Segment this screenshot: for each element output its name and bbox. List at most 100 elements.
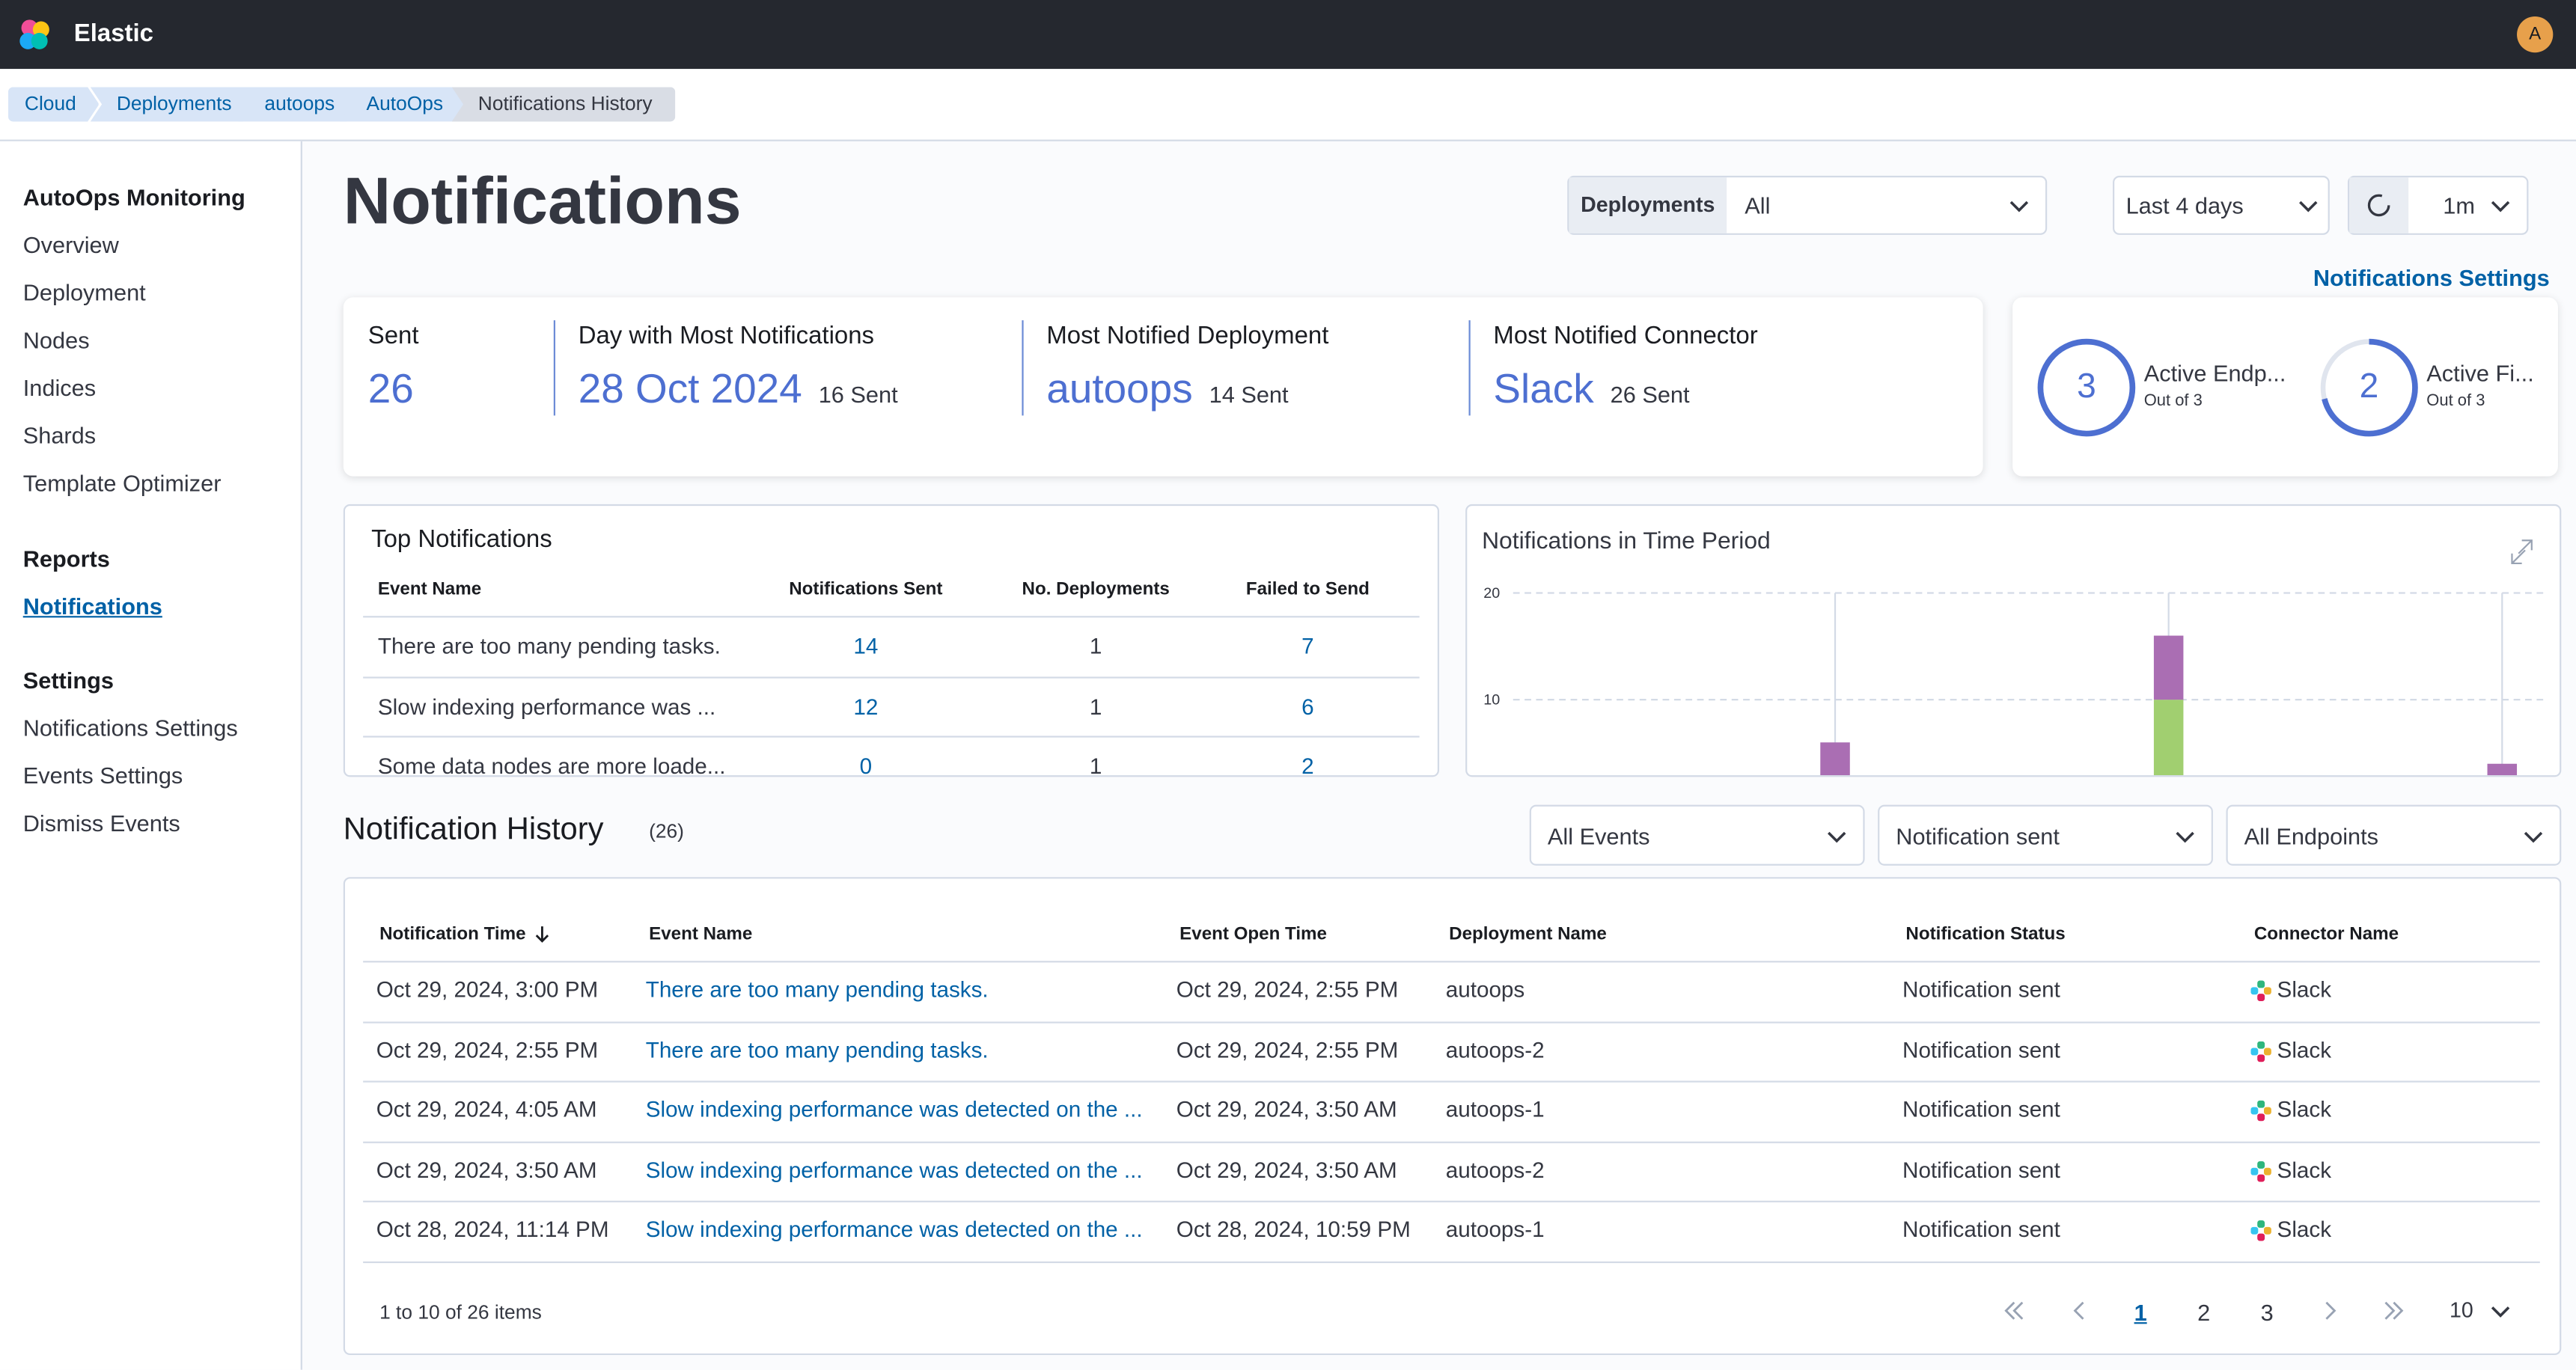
- sidebar-item[interactable]: Template Optimizer: [22, 469, 222, 496]
- sort-arrow: [535, 926, 549, 943]
- sidebar-item[interactable]: Indices: [22, 374, 97, 401]
- chevron-path: [2491, 201, 2510, 212]
- slack-icon: [2250, 980, 2271, 1001]
- expand-icon-path: [2511, 539, 2533, 565]
- expand-icon[interactable]: [2511, 539, 2533, 565]
- chevron-icon: [2524, 831, 2543, 843]
- pagination-button[interactable]: [2325, 1301, 2337, 1320]
- per-page-select[interactable]: 10: [2450, 1296, 2532, 1329]
- column-header: Connector Name: [2253, 924, 2399, 945]
- avatar[interactable]: A: [2517, 16, 2554, 53]
- stat-row: 28 Oct 2024 16 Sent: [579, 367, 898, 415]
- time-range-select[interactable]: Last 4 days: [2113, 175, 2330, 235]
- sidebar-item[interactable]: Deployment: [22, 279, 146, 306]
- cell[interactable]: 6: [1301, 694, 1314, 719]
- chevron-path: [2491, 1306, 2510, 1318]
- divider: [1022, 320, 1024, 416]
- cell[interactable]: There are too many pending tasks.: [645, 1037, 989, 1062]
- column-header: Event Name: [649, 924, 753, 945]
- cell[interactable]: Slow indexing performance was detected o…: [645, 1097, 1143, 1122]
- bar: [2487, 763, 2518, 776]
- sidebar-item[interactable]: Nodes: [22, 326, 90, 353]
- row-divider: [363, 1080, 2540, 1083]
- deployments-select[interactable]: Deployments All: [1567, 175, 2048, 235]
- cell: autoops-1: [1445, 1097, 1545, 1122]
- stat-label: Sent: [367, 322, 419, 350]
- cell[interactable]: 14: [853, 634, 879, 659]
- breadcrumb[interactable]: AutoOps: [340, 87, 466, 121]
- pagination-arrow: [2004, 1301, 2024, 1320]
- cell[interactable]: Slow indexing performance was detected o…: [645, 1157, 1143, 1182]
- cell[interactable]: 7: [1301, 634, 1314, 659]
- cell: Slack: [2277, 1157, 2332, 1182]
- pagination-button[interactable]: [2073, 1301, 2084, 1320]
- chart-title: Notifications in Time Period: [1482, 528, 1771, 555]
- stat-label: Day with Most Notifications: [578, 322, 874, 350]
- chevron-icon: [2491, 201, 2510, 212]
- pagination-arrows: [2004, 1301, 2404, 1320]
- deployments-label: Deployments: [1569, 177, 1727, 233]
- stat-row: autoops 14 Sent: [1046, 367, 1288, 415]
- cell: Oct 28, 2024, 10:59 PM: [1176, 1217, 1411, 1242]
- page-title: Notifications: [343, 165, 742, 239]
- cell: Some data nodes are more loade...: [377, 753, 726, 777]
- chart: 10 20: [1483, 539, 2548, 776]
- cell: Slack: [2277, 1217, 2332, 1242]
- cell: Slack: [2277, 1097, 2332, 1122]
- breadcrumb[interactable]: Cloud: [8, 87, 100, 121]
- endpoint-sub: Out of 3: [2426, 392, 2485, 411]
- cell: 1: [1089, 634, 1102, 659]
- cell[interactable]: Slow indexing performance was detected o…: [645, 1217, 1143, 1242]
- sidebar-item[interactable]: Notifications: [22, 593, 162, 620]
- filter-select[interactable]: Notification sent: [1878, 804, 2213, 866]
- column-header[interactable]: Notification Time: [379, 924, 526, 945]
- pagination-button[interactable]: [2384, 1301, 2404, 1320]
- cell[interactable]: There are too many pending tasks.: [645, 977, 989, 1003]
- endpoint-label: Active Fi...: [2426, 359, 2534, 386]
- sidebar-item[interactable]: Shards: [22, 422, 97, 449]
- endpoint-count: 2: [2359, 367, 2379, 406]
- pagination-arrow: [2384, 1301, 2404, 1320]
- row-divider: [363, 961, 2540, 963]
- cell: Oct 28, 2024, 11:14 PM: [376, 1217, 609, 1242]
- filter-value: Notification sent: [1896, 822, 2060, 849]
- breadcrumb: Notifications History: [451, 87, 676, 122]
- cell: Oct 29, 2024, 3:50 AM: [1176, 1157, 1397, 1182]
- slack-piece: [2257, 1040, 2265, 1048]
- stat-value: Slack: [1493, 366, 1594, 412]
- slack-piece: [2250, 1226, 2259, 1235]
- filter-select[interactable]: All Events: [1529, 804, 1865, 866]
- cell: autoops-1: [1445, 1217, 1545, 1242]
- slack-piece: [2250, 987, 2259, 995]
- page-number[interactable]: 3: [2260, 1299, 2274, 1326]
- history-table: Notification Time Event Name Event Open Ti…: [343, 877, 2562, 1356]
- page-number[interactable]: 2: [2197, 1299, 2211, 1326]
- breadcrumb[interactable]: autoops: [238, 87, 358, 121]
- sidebar-item[interactable]: Dismiss Events: [22, 810, 180, 837]
- stat-label: Most Notified Deployment: [1046, 322, 1329, 350]
- column-header: Deployment Name: [1449, 924, 1607, 945]
- slack-piece: [2263, 1047, 2271, 1055]
- breadcrumb[interactable]: Deployments: [91, 87, 255, 121]
- sidebar-item[interactable]: Notifications Settings: [22, 714, 238, 741]
- column-header: Event Name: [377, 579, 482, 600]
- cell[interactable]: 0: [859, 753, 873, 777]
- sidebar-item[interactable]: Overview: [22, 231, 119, 258]
- slack-piece: [2263, 1166, 2271, 1175]
- cell: Notification sent: [1902, 1037, 2060, 1062]
- refresh-select[interactable]: 1m: [2347, 175, 2529, 235]
- pagination-button[interactable]: [2004, 1301, 2024, 1320]
- sidebar-item[interactable]: Events Settings: [22, 762, 183, 789]
- settings-link[interactable]: Notifications Settings: [2313, 264, 2550, 291]
- cell[interactable]: 2: [1301, 753, 1314, 777]
- column-header: Notification Status: [1905, 924, 2066, 945]
- slack-piece: [2250, 1107, 2259, 1115]
- cell: Notification sent: [1902, 1097, 2060, 1122]
- sort-arrow-path: [535, 926, 549, 943]
- cell[interactable]: 12: [853, 694, 879, 719]
- pagination-arrow: [2325, 1301, 2337, 1320]
- slack-piece: [2257, 1054, 2265, 1062]
- filter-select[interactable]: All Endpoints: [2226, 804, 2562, 866]
- page-number[interactable]: 1: [2134, 1299, 2147, 1326]
- top-notifications-panel: Top Notifications Event Name Notifications…: [343, 504, 1439, 777]
